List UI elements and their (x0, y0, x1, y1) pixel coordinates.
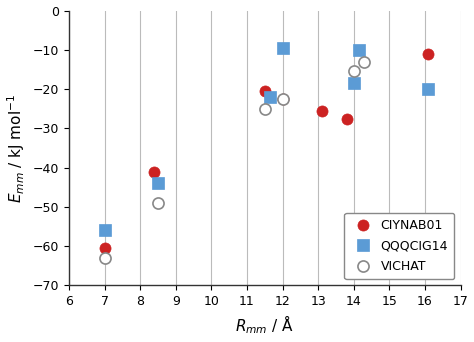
QQQCIG14 (356, 48, 362, 52)
CIYNAB01 (262, 89, 268, 93)
QQQCIG14 (267, 95, 273, 99)
Line: QQQCIG14: QQQCIG14 (99, 42, 434, 236)
QQQCIG14 (426, 87, 431, 91)
VICHAT (155, 201, 161, 205)
Legend: CIYNAB01, QQQCIG14, VICHAT: CIYNAB01, QQQCIG14, VICHAT (344, 213, 454, 279)
Line: CIYNAB01: CIYNAB01 (99, 48, 434, 254)
CIYNAB01 (319, 109, 325, 113)
CIYNAB01 (152, 170, 157, 174)
QQQCIG14 (155, 181, 161, 185)
CIYNAB01 (344, 117, 349, 121)
VICHAT (262, 107, 268, 111)
QQQCIG14 (102, 228, 108, 233)
CIYNAB01 (426, 52, 431, 56)
CIYNAB01 (280, 97, 285, 101)
Y-axis label: $E_{mm}$ / kJ mol$^{-1}$: $E_{mm}$ / kJ mol$^{-1}$ (6, 93, 27, 202)
QQQCIG14 (280, 46, 285, 50)
CIYNAB01 (102, 246, 108, 250)
VICHAT (102, 256, 108, 260)
X-axis label: $R_{mm}$ / Å: $R_{mm}$ / Å (235, 314, 294, 337)
VICHAT (362, 60, 367, 64)
VICHAT (351, 69, 356, 74)
VICHAT (280, 97, 285, 101)
QQQCIG14 (351, 81, 356, 85)
Line: VICHAT: VICHAT (99, 56, 370, 264)
